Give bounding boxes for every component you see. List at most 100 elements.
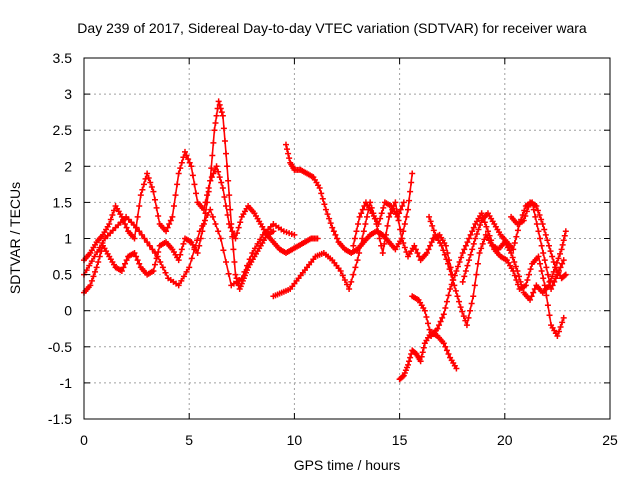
data-point	[86, 262, 93, 269]
data-point	[559, 319, 566, 326]
data-point	[449, 277, 456, 284]
data-point	[329, 224, 336, 231]
data-point	[139, 186, 146, 193]
data-point	[543, 292, 550, 299]
data-point	[403, 213, 410, 220]
data-point	[527, 296, 534, 303]
data-point	[442, 304, 449, 311]
data-point	[189, 172, 196, 179]
data-point	[164, 224, 171, 231]
data-point	[144, 170, 151, 177]
data-point	[197, 235, 204, 242]
data-point	[152, 261, 159, 268]
data-point	[533, 203, 540, 210]
data-point	[208, 165, 215, 172]
data-point	[447, 286, 454, 293]
data-point	[466, 257, 473, 264]
data-point	[99, 240, 106, 247]
data-point	[270, 228, 277, 235]
data-point	[145, 175, 152, 182]
data-point	[403, 249, 410, 256]
data-series	[81, 98, 569, 383]
data-point	[175, 257, 182, 264]
data-point	[442, 343, 449, 350]
data-point	[535, 228, 542, 235]
data-point	[123, 224, 130, 231]
data-point	[561, 272, 568, 279]
x-tick-label: 0	[80, 432, 88, 448]
data-point	[357, 242, 364, 249]
data-point	[138, 231, 145, 238]
data-point	[223, 203, 230, 210]
data-point	[131, 249, 138, 256]
data-point	[533, 221, 540, 228]
data-point	[167, 217, 174, 224]
data-point	[316, 184, 323, 191]
data-point	[426, 326, 433, 333]
data-point	[477, 221, 484, 228]
data-point	[475, 226, 482, 233]
data-point	[188, 163, 195, 170]
data-point	[386, 213, 393, 220]
data-point	[238, 275, 245, 282]
data-point	[225, 177, 232, 184]
data-point	[227, 206, 234, 213]
y-tick-label: 0	[64, 303, 72, 319]
data-point	[523, 208, 530, 215]
data-point	[219, 184, 226, 191]
data-point	[481, 219, 488, 226]
y-tick-label: 0.5	[53, 267, 73, 283]
chart-title: Day 239 of 2017, Sidereal Day-to-day VTE…	[77, 20, 587, 36]
data-point	[209, 152, 216, 159]
data-point	[470, 224, 477, 231]
data-point	[286, 155, 293, 162]
data-point	[550, 258, 557, 265]
data-point	[412, 246, 419, 253]
data-point	[109, 212, 116, 219]
data-point	[230, 246, 237, 253]
data-point	[469, 246, 476, 253]
data-point	[473, 230, 480, 237]
data-point	[96, 253, 103, 260]
data-point	[467, 307, 474, 314]
data-point	[346, 286, 353, 293]
data-point	[314, 235, 321, 242]
data-point	[234, 230, 241, 237]
data-point	[174, 181, 181, 188]
data-point	[399, 373, 406, 380]
data-point	[462, 242, 469, 249]
data-point	[423, 249, 430, 256]
data-point	[221, 193, 228, 200]
data-point	[186, 159, 193, 166]
data-point	[216, 101, 223, 108]
data-point	[512, 263, 519, 270]
data-point	[169, 213, 176, 220]
data-point	[464, 239, 471, 246]
data-point	[458, 254, 465, 261]
data-point	[87, 282, 94, 289]
data-point	[199, 222, 206, 229]
data-point	[136, 228, 143, 235]
data-point	[440, 340, 447, 347]
axis-ticks: 0 5 10 15 20 25 -1.5 -1 -0.5 0 0.5 1 1.5 2 2.5 3 3.5	[48, 50, 618, 448]
data-point	[538, 216, 545, 223]
data-point	[451, 272, 458, 279]
data-point	[332, 231, 339, 238]
data-point	[339, 272, 346, 279]
data-point	[427, 218, 434, 225]
data-point	[337, 267, 344, 274]
data-point	[229, 233, 236, 240]
data-point	[133, 224, 140, 231]
data-point	[514, 227, 521, 234]
data-point	[479, 240, 486, 247]
data-point	[363, 213, 370, 220]
data-point	[557, 323, 564, 330]
data-point	[511, 240, 518, 247]
data-point	[319, 195, 326, 202]
data-point	[212, 221, 219, 228]
data-point	[210, 139, 217, 146]
data-point	[471, 282, 478, 289]
data-point	[513, 233, 520, 240]
data-point	[249, 249, 256, 256]
data-point	[175, 282, 182, 289]
